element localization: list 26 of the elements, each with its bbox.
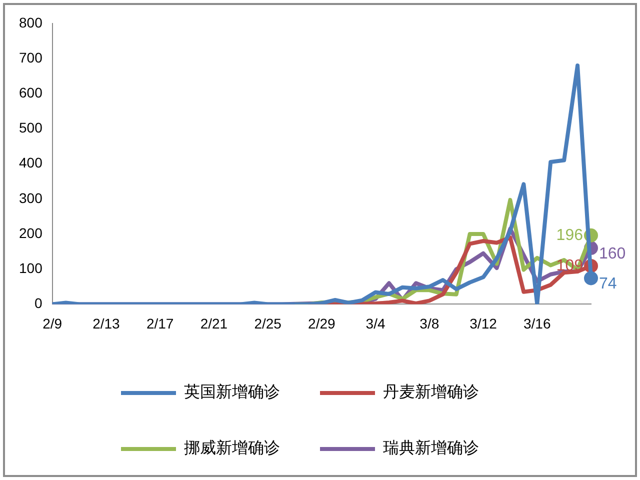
data-label: 74 bbox=[599, 276, 617, 293]
y-tick-label: 200 bbox=[19, 224, 43, 241]
x-tick-label: 2/29 bbox=[308, 315, 336, 332]
x-tick-label: 3/8 bbox=[420, 315, 440, 332]
y-tick-label: 300 bbox=[19, 190, 43, 206]
y-tick-label: 400 bbox=[19, 154, 43, 171]
x-tick-label: 2/9 bbox=[42, 315, 62, 332]
y-tick-label: 0 bbox=[34, 295, 43, 312]
y-tick-label: 100 bbox=[19, 260, 43, 276]
legend-label: 丹麦新增确诊 bbox=[383, 382, 479, 402]
legend-label: 瑞典新增确诊 bbox=[383, 438, 479, 458]
y-tick-label: 700 bbox=[19, 49, 43, 66]
x-tick-label: 3/16 bbox=[524, 315, 551, 332]
legend-label: 挪威新增确诊 bbox=[184, 438, 280, 458]
legend-label: 英国新增确诊 bbox=[184, 382, 280, 402]
data-label: 160 bbox=[599, 245, 626, 262]
x-tick-label: 2/21 bbox=[200, 315, 228, 332]
data-label: 196 bbox=[556, 226, 584, 244]
x-tick-label: 2/25 bbox=[254, 315, 282, 332]
y-tick-label: 600 bbox=[19, 84, 43, 100]
x-tick-label: 3/12 bbox=[470, 315, 498, 332]
x-tick-label: 2/17 bbox=[146, 315, 174, 332]
x-tick-label: 3/4 bbox=[366, 315, 386, 332]
y-tick-label: 800 bbox=[19, 14, 43, 30]
y-tick-label: 500 bbox=[19, 120, 43, 136]
x-tick-label: 2/13 bbox=[92, 315, 120, 332]
